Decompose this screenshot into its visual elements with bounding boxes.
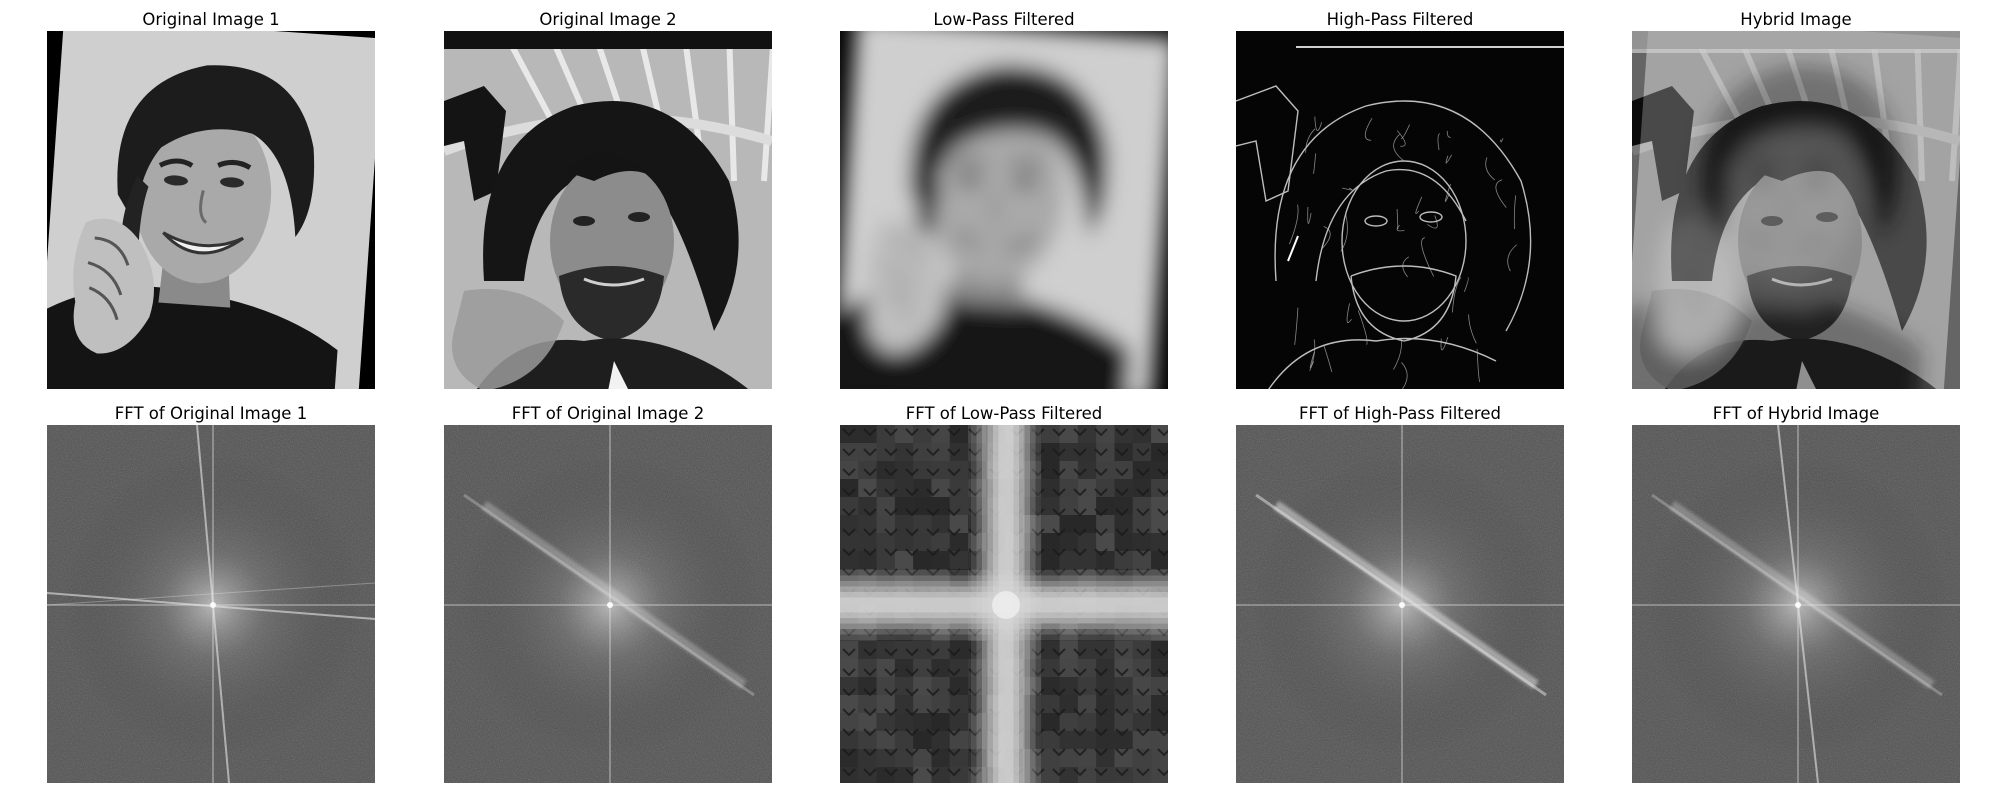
figure-panel: Original Image 2 — [444, 8, 772, 389]
fft-spectrum-image — [1236, 425, 1564, 783]
figure-panel: FFT of Original Image 1 — [47, 402, 375, 783]
grayscale-image — [444, 31, 772, 389]
fft-spectrum-image — [1632, 425, 1960, 783]
image-canvas — [444, 425, 772, 783]
panel-title: Original Image 1 — [142, 10, 280, 29]
panel-title: Original Image 2 — [539, 10, 677, 29]
fft-spectrum-image — [47, 425, 375, 783]
figure-panel: High-Pass Filtered — [1236, 8, 1564, 389]
panel-title: FFT of Original Image 1 — [114, 404, 308, 423]
grayscale-image — [840, 31, 1168, 389]
image-canvas — [1632, 31, 1960, 389]
grayscale-image — [1632, 31, 1960, 389]
image-canvas — [47, 31, 375, 389]
figure-panel: FFT of Hybrid Image — [1632, 402, 1960, 783]
panel-title: FFT of Hybrid Image — [1712, 404, 1880, 423]
panel-title: High-Pass Filtered — [1326, 10, 1474, 29]
panel-title: Low-Pass Filtered — [933, 10, 1075, 29]
image-canvas — [47, 425, 375, 783]
fft-spectrum-image — [444, 425, 772, 783]
figure-panel: Original Image 1 — [47, 8, 375, 389]
grayscale-image — [1236, 31, 1564, 389]
panel-title: FFT of High-Pass Filtered — [1299, 404, 1501, 423]
figure-panel: Hybrid Image — [1632, 8, 1960, 389]
panel-title: FFT of Original Image 2 — [511, 404, 705, 423]
image-canvas — [1236, 31, 1564, 389]
image-canvas — [840, 425, 1168, 783]
image-canvas — [1236, 425, 1564, 783]
figure-panel: FFT of High-Pass Filtered — [1236, 402, 1564, 783]
figure-panel: Low-Pass Filtered — [840, 8, 1168, 389]
panel-title: FFT of Low-Pass Filtered — [905, 404, 1103, 423]
panel-title: Hybrid Image — [1740, 10, 1852, 29]
image-canvas — [444, 31, 772, 389]
figure-panel: FFT of Original Image 2 — [444, 402, 772, 783]
figure-panel: FFT of Low-Pass Filtered — [840, 402, 1168, 783]
image-canvas — [840, 31, 1168, 389]
grayscale-image — [47, 31, 375, 389]
image-canvas — [1632, 425, 1960, 783]
fft-spectrum-image — [840, 425, 1168, 783]
